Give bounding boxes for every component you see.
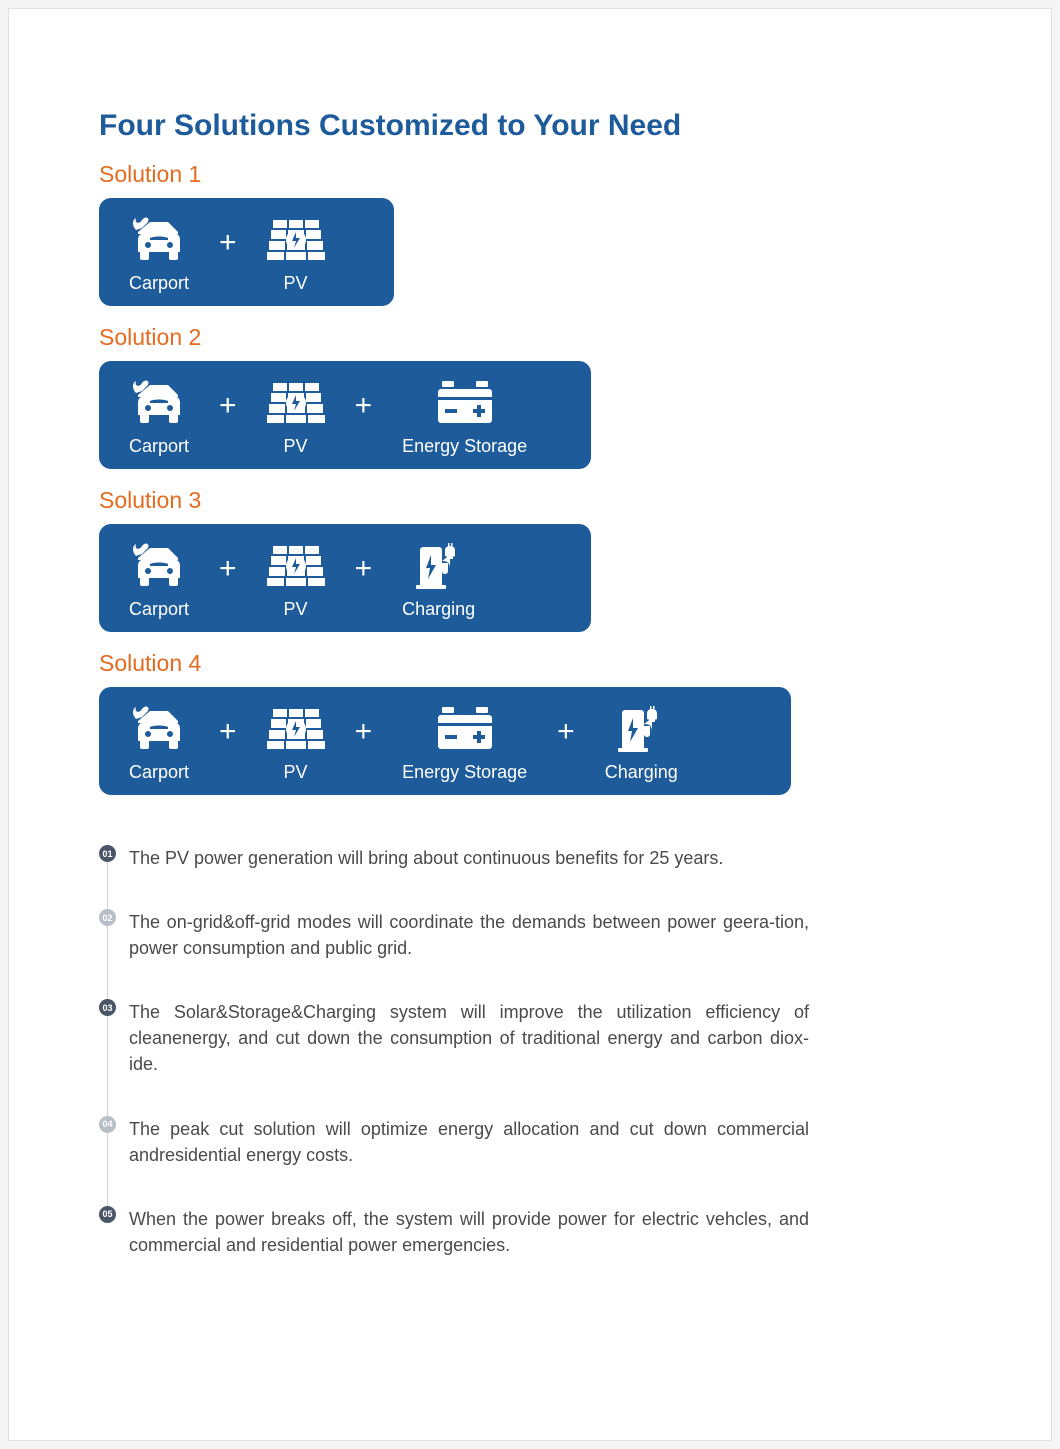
plus-separator: +: [527, 715, 605, 769]
storage-label: Energy Storage: [402, 436, 527, 457]
carport-icon: [130, 216, 188, 264]
storage-component: Energy Storage: [402, 375, 527, 457]
carport-component: Carport: [129, 212, 189, 294]
carport-icon: [130, 705, 188, 753]
pv-component: PV: [267, 538, 325, 620]
storage-label: Energy Storage: [402, 762, 527, 783]
solution-3-label: Solution 3: [99, 487, 961, 514]
carport-component: Carport: [129, 538, 189, 620]
benefit-row-4: 04The peak cut solution will optimize en…: [115, 1116, 961, 1168]
pv-label: PV: [284, 599, 308, 620]
solution-4-bar: Carport+ PV+: [99, 687, 791, 795]
storage-icon-wrap: [436, 701, 494, 756]
pv-label: PV: [284, 762, 308, 783]
carport-component: Carport: [129, 375, 189, 457]
storage-icon-wrap: [436, 375, 494, 430]
benefit-row-5: 05When the power breaks off, the system …: [115, 1206, 961, 1258]
charger-icon: [414, 541, 464, 591]
solution-3-bar: Carport+ PV+: [99, 524, 591, 632]
charging-label: Charging: [605, 762, 678, 783]
charging-label: Charging: [402, 599, 475, 620]
plus-separator: +: [189, 226, 267, 280]
pv-label: PV: [284, 436, 308, 457]
benefits-list: 01 The PV power generation will bring abo…: [99, 845, 961, 1258]
benefit-text-5: When the power breaks off, the system wi…: [129, 1206, 809, 1258]
page-title: Four Solutions Customized to Your Need: [99, 109, 961, 143]
pv-component: PV: [267, 375, 325, 457]
pv-icon: [267, 216, 325, 264]
carport-icon-wrap: [130, 538, 188, 593]
solution-1-bar: Carport+ PV: [99, 198, 394, 306]
plus-separator: +: [325, 715, 403, 769]
solutions-container: Solution 1 Carport+: [99, 161, 961, 795]
benefit-badge-04: 04: [99, 1116, 116, 1133]
benefit-badge-05: 05: [99, 1206, 116, 1223]
charging-component: Charging: [402, 538, 475, 620]
benefit-text-4: The peak cut solution will optimize ener…: [129, 1116, 809, 1168]
plus-separator: +: [325, 389, 403, 443]
pv-icon-wrap: [267, 375, 325, 430]
benefit-text-1: The PV power generation will bring about…: [129, 845, 723, 871]
solution-2-label: Solution 2: [99, 324, 961, 351]
benefit-text-2: The on-grid&off-grid modes will coordina…: [129, 909, 809, 961]
solution-4-label: Solution 4: [99, 650, 961, 677]
storage-component: Energy Storage: [402, 701, 527, 783]
plus-separator: +: [325, 552, 403, 606]
carport-icon-wrap: [130, 701, 188, 756]
infographic-page: Four Solutions Customized to Your Need S…: [8, 8, 1052, 1441]
benefit-badge-01: 01: [99, 845, 116, 862]
pv-icon: [267, 379, 325, 427]
carport-component: Carport: [129, 701, 189, 783]
plus-separator: +: [189, 552, 267, 606]
battery-icon: [436, 707, 494, 751]
plus-separator: +: [189, 715, 267, 769]
pv-component: PV: [267, 212, 325, 294]
solution-1-label: Solution 1: [99, 161, 961, 188]
pv-icon: [267, 705, 325, 753]
carport-label: Carport: [129, 436, 189, 457]
benefit-row-1: 01The PV power generation will bring abo…: [115, 845, 961, 871]
carport-icon: [130, 379, 188, 427]
pv-icon-wrap: [267, 538, 325, 593]
charging-icon-wrap: [616, 701, 666, 756]
pv-icon-wrap: [267, 701, 325, 756]
carport-icon-wrap: [130, 212, 188, 267]
pv-label: PV: [284, 273, 308, 294]
carport-icon: [130, 542, 188, 590]
benefit-row-2: 02The on-grid&off-grid modes will coordi…: [115, 909, 961, 961]
battery-icon: [436, 381, 494, 425]
pv-component: PV: [267, 701, 325, 783]
carport-label: Carport: [129, 762, 189, 783]
carport-label: Carport: [129, 273, 189, 294]
carport-icon-wrap: [130, 375, 188, 430]
pv-icon: [267, 542, 325, 590]
charging-icon-wrap: [414, 538, 464, 593]
charging-component: Charging: [605, 701, 678, 783]
pv-icon-wrap: [267, 212, 325, 267]
solution-2-bar: Carport+ PV+: [99, 361, 591, 469]
benefit-badge-02: 02: [99, 909, 116, 926]
carport-label: Carport: [129, 599, 189, 620]
charger-icon: [616, 704, 666, 754]
benefit-text-3: The Solar&Storage&Charging system will i…: [129, 999, 809, 1077]
benefit-badge-03: 03: [99, 999, 116, 1016]
plus-separator: +: [189, 389, 267, 443]
benefit-row-3: 03The Solar&Storage&Charging system will…: [115, 999, 961, 1077]
